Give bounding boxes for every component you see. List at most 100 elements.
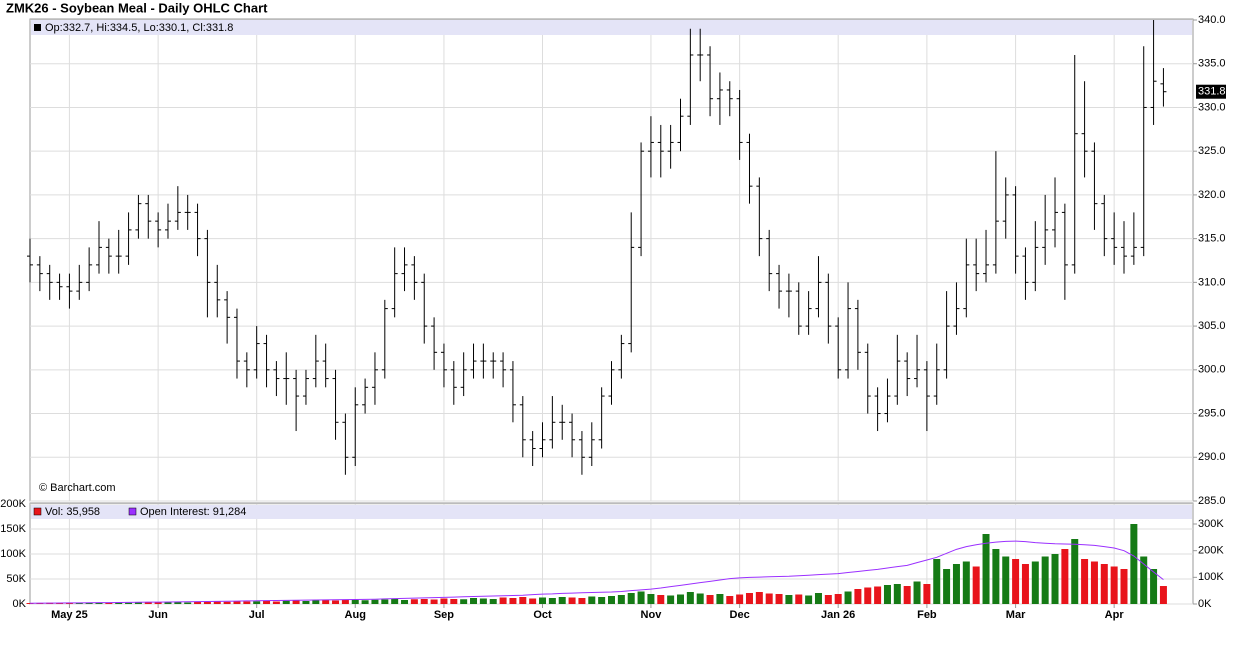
volume-bar xyxy=(775,594,783,604)
legend-band xyxy=(31,505,1192,519)
y2-tick-label: 300K xyxy=(1198,518,1224,530)
volume-bar xyxy=(105,603,113,604)
volume-bar xyxy=(647,594,655,604)
volume-bar xyxy=(203,602,211,604)
volume-bar xyxy=(1130,524,1138,604)
volume-bar xyxy=(962,561,970,604)
volume-bar xyxy=(814,593,822,604)
volume-bar xyxy=(371,599,379,604)
y-tick-label: 320.0 xyxy=(1198,189,1226,201)
volume-bar xyxy=(401,600,409,604)
x-tick-label: Jun xyxy=(148,609,168,621)
y-tick-label: 100K xyxy=(0,548,26,560)
volume-bar xyxy=(1140,556,1148,604)
volume-bar xyxy=(1051,554,1059,604)
last-price-label: 331.8 xyxy=(1198,86,1226,98)
volume-bar xyxy=(578,598,586,604)
volume-bar xyxy=(479,598,487,604)
volume-bar xyxy=(341,599,349,604)
volume-bar xyxy=(1021,564,1029,604)
x-tick-label: May 25 xyxy=(51,609,88,621)
volume-bar xyxy=(676,594,684,604)
volume-bar xyxy=(56,603,64,604)
volume-bar xyxy=(736,594,744,604)
volume-bar xyxy=(903,586,911,604)
volume-bar xyxy=(351,600,359,604)
volume-bar xyxy=(134,602,142,604)
volume-bar xyxy=(292,600,300,604)
last-price-tag xyxy=(1196,84,1226,99)
volume-bar xyxy=(1071,539,1079,604)
volume-bar xyxy=(844,591,852,604)
volume-bar xyxy=(992,549,1000,604)
volume-bar xyxy=(194,601,202,604)
volume-bar xyxy=(972,566,980,604)
volume-bar xyxy=(982,534,990,604)
volume-bar xyxy=(253,601,261,604)
y-tick-label: 310.0 xyxy=(1198,276,1226,288)
y-tick-label: 315.0 xyxy=(1198,233,1226,245)
x-tick-label: Nov xyxy=(641,609,663,621)
x-tick-label: Aug xyxy=(345,609,366,621)
volume-bar xyxy=(184,602,192,604)
volume-bar xyxy=(509,598,517,604)
volume-bar xyxy=(75,603,83,604)
volume-bar xyxy=(26,603,34,604)
volume-bar xyxy=(302,601,310,604)
volume-bar xyxy=(706,595,714,604)
volume-bar xyxy=(1031,561,1039,604)
volume-bar xyxy=(657,595,665,604)
volume-bar xyxy=(470,598,478,604)
volume-bar xyxy=(785,595,793,604)
volume-bar xyxy=(272,601,280,604)
y-tick-label: 340.0 xyxy=(1198,14,1226,26)
volume-bar xyxy=(450,599,458,604)
y-tick-label: 150K xyxy=(0,523,26,535)
x-tick-label: Jan 26 xyxy=(821,609,855,621)
volume-bar xyxy=(686,592,694,604)
volume-bar xyxy=(430,599,438,604)
volume-bar xyxy=(834,594,842,604)
volume-bar xyxy=(115,602,123,604)
volume-bar xyxy=(952,564,960,604)
x-tick-label: Feb xyxy=(917,609,937,621)
legend-swatch xyxy=(34,24,41,31)
volume-bar xyxy=(893,584,901,604)
volume-bar xyxy=(874,586,882,604)
volume-bar xyxy=(85,602,93,604)
volume-bar xyxy=(588,596,596,604)
volume-bar xyxy=(1061,549,1069,604)
volume-bar xyxy=(243,601,251,604)
volume-bar xyxy=(637,591,645,604)
volume-bar xyxy=(233,601,241,604)
volume-bar xyxy=(1150,569,1158,604)
volume-bar xyxy=(1090,561,1098,604)
y2-tick-label: 200K xyxy=(1198,545,1224,557)
volume-bar xyxy=(361,600,369,604)
volume-bar xyxy=(489,599,497,604)
volume-bar xyxy=(420,599,428,604)
y-tick-label: 330.0 xyxy=(1198,101,1226,113)
volume-bar xyxy=(933,559,941,604)
y-tick-label: 325.0 xyxy=(1198,145,1226,157)
volume-bar xyxy=(332,600,340,604)
legend-label: Op:332.7, Hi:334.5, Lo:330.1, Cl:331.8 xyxy=(45,22,233,34)
y-tick-label: 200K xyxy=(0,498,26,510)
volume-bar xyxy=(598,597,606,604)
volume-bar xyxy=(913,581,921,604)
volume-bar xyxy=(854,589,862,604)
volume-bar xyxy=(883,585,891,604)
volume-bar xyxy=(95,602,103,604)
volume-bar xyxy=(608,596,615,604)
legend-swatch xyxy=(128,507,137,516)
volume-bar xyxy=(164,602,172,604)
y-tick-label: 50K xyxy=(6,573,26,585)
volume-bar xyxy=(864,587,872,604)
x-tick-label: Oct xyxy=(533,609,552,621)
legend-label: Open Interest: 91,284 xyxy=(140,506,246,518)
volume-bar xyxy=(144,602,152,604)
x-tick-label: Jul xyxy=(249,609,265,621)
volume-bar xyxy=(824,595,832,604)
x-tick-label: Mar xyxy=(1006,609,1026,621)
volume-bar xyxy=(696,593,704,604)
